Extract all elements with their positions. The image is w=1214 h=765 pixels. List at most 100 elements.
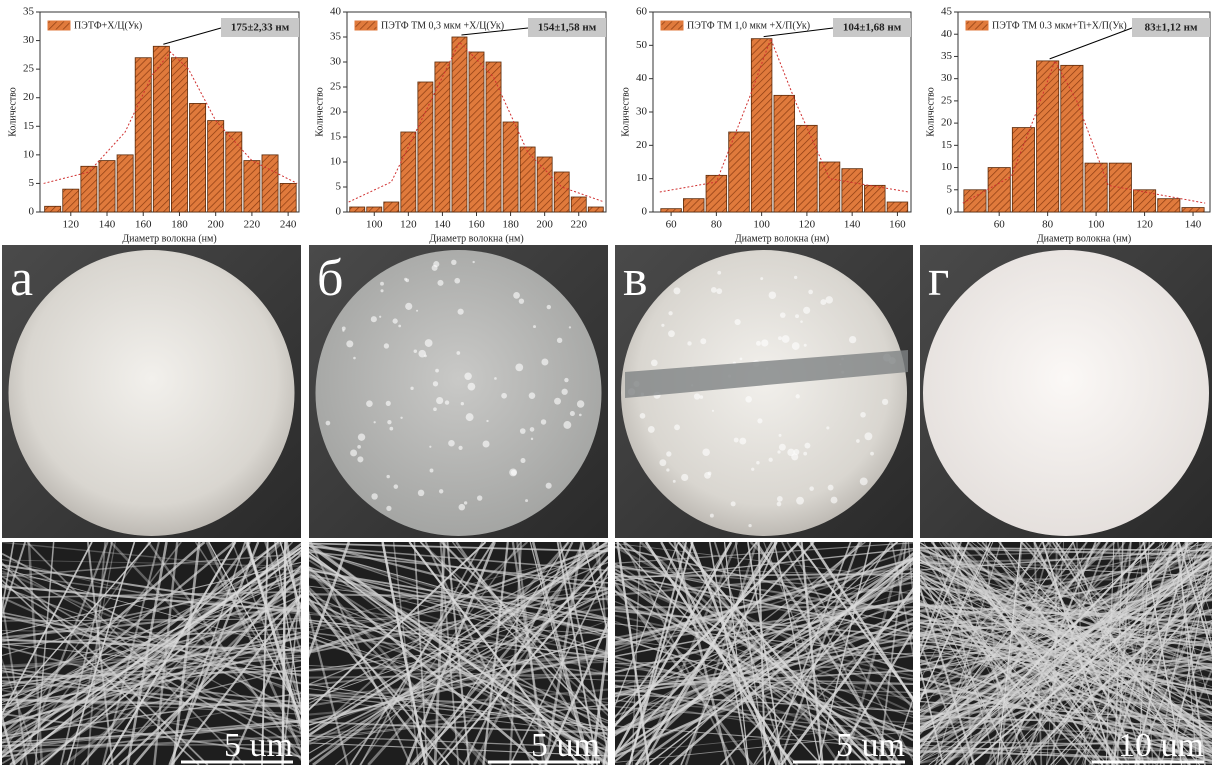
y-axis-label: Количество: [314, 87, 325, 137]
fiber: [920, 620, 1212, 700]
legend: ПЭТФ+Х/Ц(Ук): [47, 20, 142, 31]
y-tick-label: 35: [941, 50, 953, 62]
speck: [404, 277, 408, 281]
fiber: [281, 569, 301, 765]
histogram-bar: [1181, 207, 1205, 213]
fiber: [920, 584, 976, 765]
fiber: [2, 561, 301, 635]
fiber: [309, 556, 608, 731]
y-tick-label: 20: [23, 91, 35, 103]
speck: [554, 397, 561, 405]
fiber: [1142, 542, 1183, 765]
speck: [389, 426, 394, 431]
fiber: [777, 542, 861, 765]
fit-curve: [348, 41, 605, 203]
fiber: [2, 611, 301, 677]
x-axis-label: Диаметр волокна (нм): [429, 233, 523, 244]
fiber: [953, 542, 1118, 765]
speck: [666, 451, 672, 457]
speck: [668, 311, 673, 316]
speck: [467, 382, 476, 391]
speck: [540, 419, 547, 425]
histogram-bar: [451, 36, 468, 213]
x-tick-label: 180: [502, 219, 519, 231]
y-tick-label: 45: [941, 6, 953, 18]
fiber: [907, 542, 913, 602]
speck: [357, 456, 364, 463]
speck: [458, 503, 466, 511]
y-tick-label: 15: [330, 131, 342, 143]
x-tick-label: 140: [99, 219, 116, 231]
speck: [436, 396, 444, 405]
histogram-bar: [1036, 60, 1060, 213]
fiber: [264, 542, 301, 655]
x-axis-label: Диаметр волокна (нм): [122, 233, 216, 244]
fiber: [66, 542, 136, 765]
speck: [826, 426, 830, 430]
fiber: [615, 598, 913, 658]
fiber: [285, 542, 301, 633]
panel-label: г: [928, 250, 949, 307]
fiber: [405, 542, 496, 765]
speck: [424, 339, 433, 347]
speck: [525, 499, 529, 503]
fiber: [246, 542, 301, 731]
speck: [699, 395, 704, 399]
speck: [392, 318, 398, 324]
x-tick-label: 160: [468, 219, 485, 231]
fiber: [680, 542, 778, 765]
microscope-field: [621, 250, 907, 536]
scale-bar-label: 5 um: [531, 727, 600, 764]
speck: [458, 445, 463, 450]
fiber: [615, 601, 913, 697]
y-tick-label: 5: [947, 183, 953, 195]
speck: [456, 351, 461, 355]
fiber: [920, 549, 1212, 636]
x-tick-label: 120: [799, 219, 816, 231]
fiber: [634, 561, 913, 765]
speck: [704, 471, 711, 479]
speck: [809, 486, 814, 491]
fiber: [953, 542, 975, 765]
y-tick-label: 20: [941, 117, 953, 129]
fiber: [920, 542, 1212, 717]
speck: [405, 302, 413, 310]
speck: [350, 449, 358, 457]
fiber: [2, 585, 301, 613]
histogram-bar: [434, 61, 451, 213]
fiber: [2, 697, 301, 707]
fiber: [2, 692, 301, 737]
speck: [673, 287, 681, 295]
legend-swatch: [47, 20, 71, 31]
fiber: [971, 542, 1212, 734]
histogram-bar: [750, 38, 773, 213]
fiber: [309, 654, 608, 672]
fiber: [668, 552, 913, 765]
fiber: [2, 654, 301, 668]
fiber: [559, 542, 608, 757]
y-tick-label: 25: [23, 63, 35, 75]
speck: [380, 289, 384, 293]
speck: [881, 398, 889, 405]
fiber: [9, 542, 301, 765]
fiber: [615, 542, 899, 763]
speck: [325, 420, 331, 426]
fiber: [381, 542, 428, 765]
fiber: [1056, 542, 1189, 765]
fiber: [920, 542, 1212, 609]
x-tick-label: 120: [1136, 219, 1153, 231]
speck: [739, 357, 743, 361]
fiber: [615, 542, 680, 708]
speck: [860, 411, 866, 418]
fiber: [1108, 542, 1161, 765]
fiber: [544, 542, 583, 765]
histogram-bar: [207, 120, 225, 213]
speck: [520, 458, 526, 464]
fiber: [615, 626, 913, 759]
x-tick-label: 80: [1042, 219, 1054, 231]
fiber: [920, 553, 1212, 630]
legend: ПЭТФ ТМ 0.3 мкм+Ti+Х/П(Ук): [965, 20, 1127, 31]
fiber: [890, 542, 913, 658]
fiber: [615, 564, 913, 626]
fiber: [309, 735, 608, 749]
